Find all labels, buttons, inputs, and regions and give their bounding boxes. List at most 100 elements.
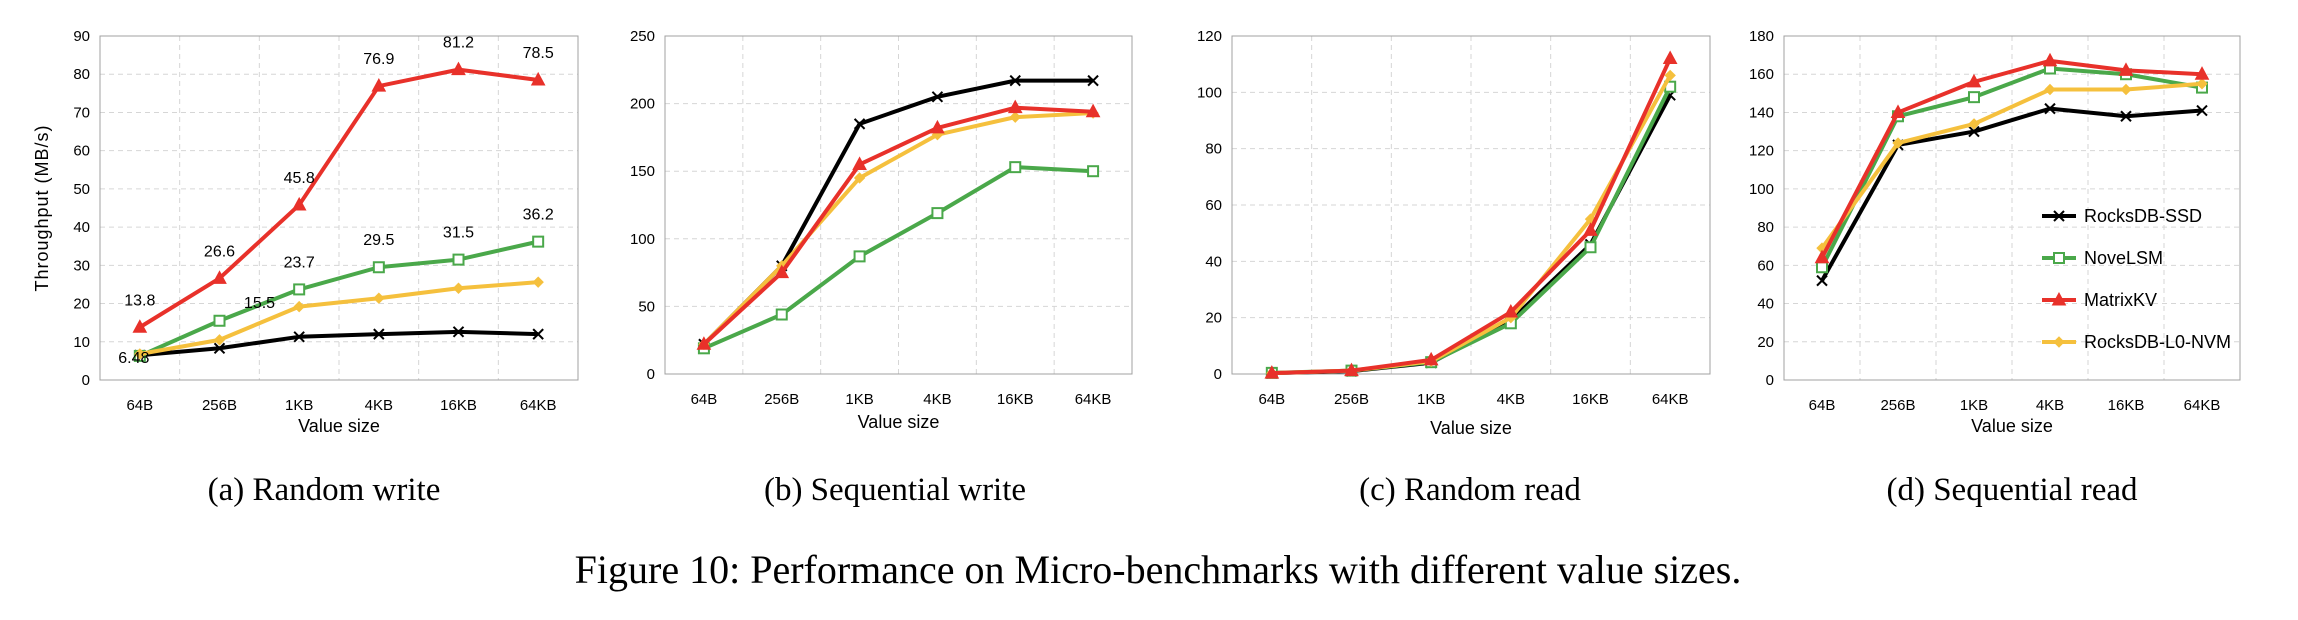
point-matrixkv — [291, 196, 307, 211]
x-tick-label: 16KB — [440, 397, 477, 414]
y-tick-label: 40 — [73, 219, 90, 236]
y-tick-label: 100 — [1197, 84, 1222, 101]
x-axis-label: Value size — [858, 412, 940, 432]
data-label: 15.5 — [244, 295, 275, 312]
point-rocksdb-ssd — [213, 342, 226, 354]
point-rocksdb-ssd-stroke-b — [1816, 274, 1828, 287]
y-tick-label: 120 — [1749, 143, 1774, 160]
point-matrixkv — [371, 78, 387, 92]
data-label: 6.48 — [118, 350, 149, 367]
series-line-novelsm — [1820, 66, 2203, 269]
point-rocksdb-l0-nvm — [213, 334, 226, 346]
legend-entry-rocksdb-l0-nvm: RocksDB-L0-NVM — [2042, 332, 2231, 352]
point-rocksdb-ssd — [853, 118, 866, 130]
x-tick-label: 64B — [691, 391, 718, 408]
y-tick-label: 60 — [73, 143, 90, 160]
series-line-rocksdb-l0-nvm — [139, 280, 539, 356]
point-rocksdb-ssd-stroke-b — [452, 326, 465, 338]
point-novelsm — [1968, 91, 1980, 104]
point-matrixkv — [1264, 365, 1280, 379]
y-tick-label: 200 — [630, 96, 655, 113]
x-tick-label: 16KB — [2108, 397, 2145, 414]
y-tick-label: 60 — [1757, 257, 1774, 274]
figure-caption: Figure 10: Performance on Micro-benchmar… — [575, 547, 1742, 592]
point-matrixkv — [1344, 362, 1359, 377]
x-tick-label: 256B — [1880, 397, 1915, 414]
y-tick-label: 70 — [73, 104, 90, 121]
point-matrixkv — [930, 119, 945, 134]
data-label: 81.2 — [443, 35, 474, 52]
point-rocksdb-ssd — [2044, 102, 2056, 115]
point-novelsm — [1087, 165, 1100, 178]
point-matrixkv — [451, 61, 466, 76]
point-rocksdb-ssd-stroke-b — [293, 331, 305, 343]
point-matrixkv — [2194, 66, 2210, 80]
x-tick-label: 1KB — [1417, 391, 1445, 408]
y-tick-label: 160 — [1749, 66, 1774, 83]
point-novelsm — [775, 308, 788, 321]
legend-label: MatrixKV — [2084, 290, 2157, 310]
y-axis-label: Throughput (MB/s) — [32, 124, 52, 291]
series-line-matrixkv — [702, 105, 1094, 346]
legend-label: NoveLSM — [2084, 248, 2163, 268]
series-line-novelsm — [139, 239, 539, 358]
data-label: 31.5 — [443, 225, 474, 242]
point-rocksdb-l0-nvm — [134, 348, 146, 360]
y-tick-label: 50 — [638, 298, 655, 315]
point-novelsm — [372, 261, 385, 274]
plot-frame — [1783, 35, 2241, 381]
y-tick-label: 150 — [630, 163, 655, 180]
y-tick-label: 80 — [73, 66, 90, 83]
legend-entry-matrixkv: MatrixKV — [2042, 290, 2157, 310]
point-matrixkv — [1662, 50, 1678, 65]
point-rocksdb-ssd — [373, 328, 385, 340]
point-matrixkv — [1085, 103, 1101, 118]
x-axis-label: Value size — [298, 416, 380, 436]
y-tick-label: 0 — [1214, 366, 1222, 383]
x-tick-label: 64KB — [1075, 391, 1112, 408]
series-matrixkv — [1264, 50, 1678, 379]
point-rocksdb-ssd-stroke-b — [2196, 104, 2208, 117]
point-rocksdb-ssd-stroke-b — [1009, 74, 1021, 87]
y-tick-label: 60 — [1205, 197, 1222, 214]
series-matrixkv — [132, 61, 546, 333]
y-tick-label: 20 — [1205, 310, 1222, 327]
data-label: 23.7 — [284, 254, 315, 271]
point-rocksdb-l0-nvm — [1968, 118, 1980, 130]
point-rocksdb-l0-nvm — [2044, 83, 2056, 96]
point-rocksdb-l0-nvm — [532, 276, 544, 288]
point-novelsm — [452, 253, 465, 266]
point-rocksdb-ssd — [293, 331, 305, 343]
data-label: 78.5 — [523, 45, 554, 62]
y-tick-label: 40 — [1757, 296, 1774, 313]
point-matrixkv — [1503, 303, 1519, 318]
x-tick-label: 64B — [1258, 391, 1285, 408]
legend-label: RocksDB-SSD — [2084, 206, 2202, 226]
legend-swatch-marker — [2051, 291, 2067, 306]
point-rocksdb-ssd — [931, 91, 944, 103]
series-line-matrixkv — [138, 67, 539, 329]
legend-entry-novelsm: NoveLSM — [2042, 248, 2163, 268]
legend-label: RocksDB-L0-NVM — [2084, 332, 2231, 352]
y-tick-label: 10 — [73, 334, 90, 351]
point-matrixkv — [696, 336, 712, 350]
point-rocksdb-ssd-stroke-b — [532, 328, 544, 340]
data-label: 26.6 — [204, 243, 235, 260]
y-tick-label: 30 — [73, 257, 90, 274]
subcaption-c: (c) Random read — [1359, 472, 1581, 508]
chart-a: 0 10 20 30 40 50 60 70 80 90 64B 256B 1KB 4KB 16KB 64KB… — [32, 28, 579, 436]
plot-frame — [664, 35, 1133, 375]
x-axis-label: Value size — [1971, 416, 2053, 436]
series-line-rocksdb-l0-nvm — [1820, 81, 2203, 250]
point-novelsm — [1584, 241, 1597, 254]
series-rocksdb-l0-nvm — [1816, 78, 2208, 254]
x-tick-label: 64KB — [520, 397, 557, 414]
series-line-novelsm — [703, 165, 1094, 351]
point-rocksdb-ssd — [452, 326, 465, 338]
point-rocksdb-ssd-stroke-b — [213, 342, 226, 354]
y-tick-label: 40 — [1205, 253, 1222, 270]
y-tick-label: 0 — [1766, 372, 1774, 389]
point-rocksdb-ssd — [532, 328, 544, 340]
y-tick-label: 80 — [1757, 219, 1774, 236]
